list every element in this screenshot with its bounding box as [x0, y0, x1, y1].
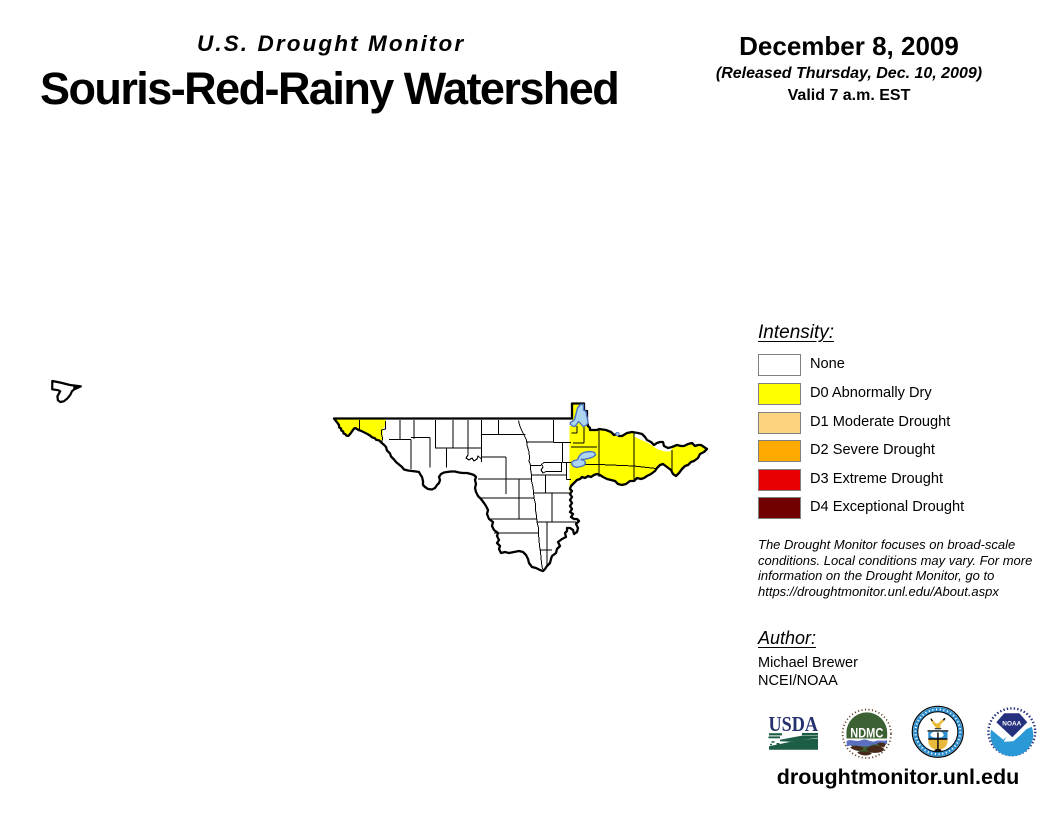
- svg-text:NOAA: NOAA: [1002, 721, 1021, 728]
- svg-text:USDA: USDA: [769, 712, 819, 736]
- svg-text:NDMC: NDMC: [850, 725, 883, 741]
